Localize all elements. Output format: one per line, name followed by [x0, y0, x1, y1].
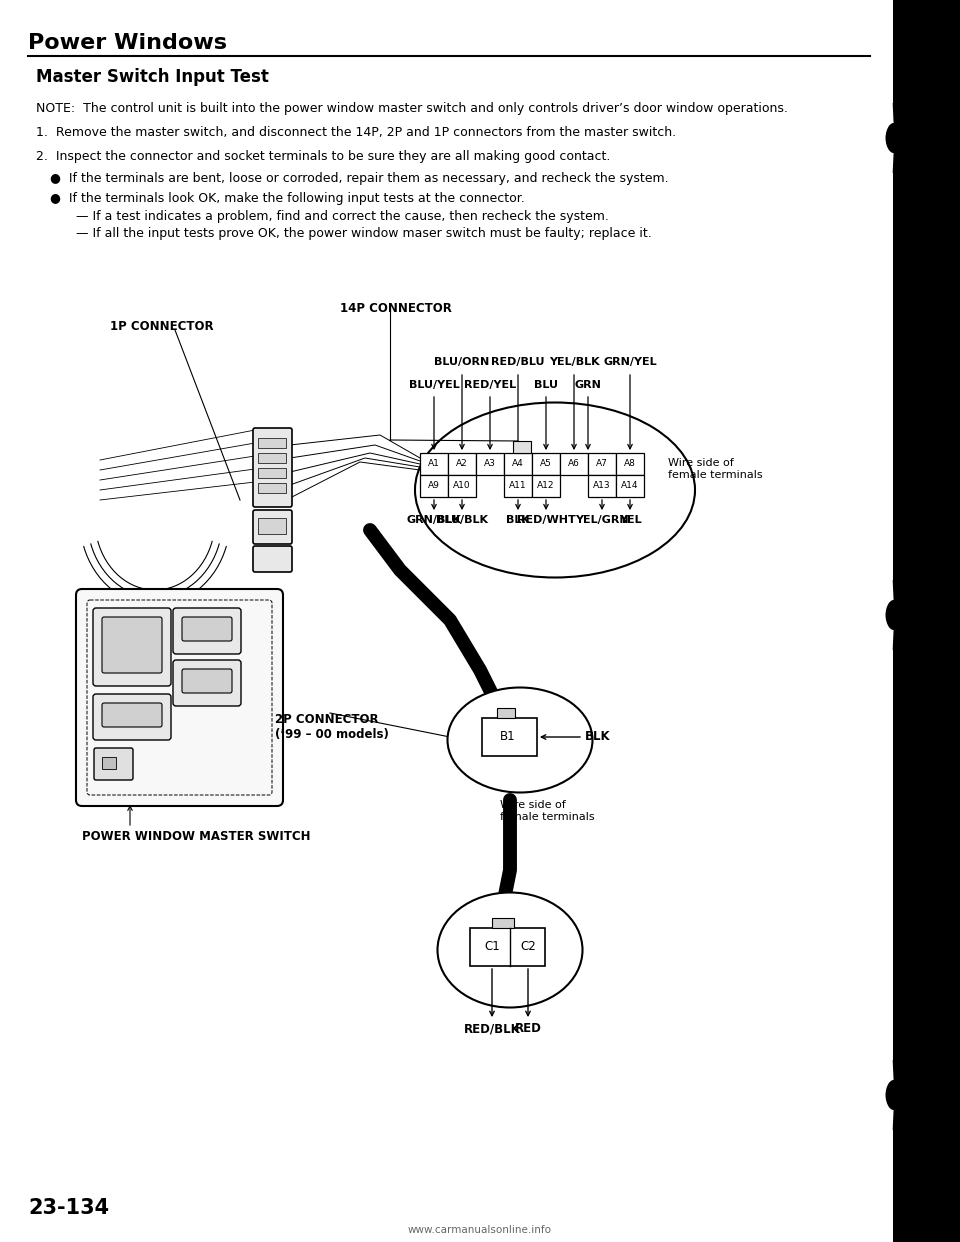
Bar: [258, 483, 286, 493]
Bar: [102, 758, 116, 769]
FancyBboxPatch shape: [253, 546, 292, 573]
Bar: [492, 918, 514, 928]
FancyBboxPatch shape: [102, 617, 162, 673]
Text: RED/WHT: RED/WHT: [516, 515, 575, 525]
FancyBboxPatch shape: [173, 609, 241, 655]
Bar: [560, 453, 588, 474]
Text: Power Windows: Power Windows: [28, 34, 227, 53]
Text: A10: A10: [453, 482, 470, 491]
Bar: [893, 0, 960, 1242]
Text: ●  If the terminals are bent, loose or corroded, repair them as necessary, and r: ● If the terminals are bent, loose or co…: [50, 171, 668, 185]
Bar: [482, 718, 537, 756]
Text: POWER WINDOW MASTER SWITCH: POWER WINDOW MASTER SWITCH: [82, 830, 310, 843]
FancyBboxPatch shape: [93, 694, 171, 740]
Text: — If a test indicates a problem, find and correct the cause, then recheck the sy: — If a test indicates a problem, find an…: [60, 210, 609, 224]
Text: 1.  Remove the master switch, and disconnect the 14P, 2P and 1P connectors from : 1. Remove the master switch, and disconn…: [36, 125, 676, 139]
Text: A14: A14: [621, 482, 638, 491]
Text: GRN/YEL: GRN/YEL: [603, 356, 657, 366]
Ellipse shape: [862, 580, 918, 650]
Bar: [588, 453, 616, 474]
Ellipse shape: [447, 688, 592, 792]
Bar: [532, 453, 560, 474]
Bar: [448, 474, 476, 497]
Text: BLK: BLK: [506, 515, 530, 525]
Bar: [258, 438, 286, 448]
Text: Master Switch Input Test: Master Switch Input Test: [36, 68, 269, 86]
Bar: [504, 474, 532, 497]
Text: A4: A4: [512, 460, 524, 468]
Text: A9: A9: [428, 482, 440, 491]
Text: A1: A1: [428, 460, 440, 468]
Text: A13: A13: [593, 482, 611, 491]
Bar: [420, 453, 448, 474]
Text: ●  If the terminals look OK, make the following input tests at the connector.: ● If the terminals look OK, make the fol…: [50, 193, 525, 205]
Bar: [588, 474, 616, 497]
FancyBboxPatch shape: [182, 669, 232, 693]
FancyBboxPatch shape: [253, 510, 292, 544]
Bar: [470, 928, 545, 966]
Text: Wire side of
female terminals: Wire side of female terminals: [500, 800, 594, 822]
Text: C1: C1: [484, 940, 500, 954]
Bar: [616, 474, 644, 497]
Ellipse shape: [862, 103, 918, 173]
Bar: [476, 453, 504, 474]
Text: 2.  Inspect the connector and socket terminals to be sure they are all making go: 2. Inspect the connector and socket term…: [36, 150, 611, 163]
Text: A3: A3: [484, 460, 496, 468]
Text: A2: A2: [456, 460, 468, 468]
Text: BLK: BLK: [585, 730, 611, 744]
Text: NOTE:  The control unit is built into the power window master switch and only co: NOTE: The control unit is built into the…: [36, 102, 788, 116]
FancyBboxPatch shape: [102, 703, 162, 727]
Text: GRN: GRN: [575, 380, 601, 390]
Text: BLU/ORN: BLU/ORN: [434, 356, 490, 366]
Text: B1: B1: [500, 730, 516, 744]
FancyBboxPatch shape: [94, 748, 133, 780]
Text: Wire side of
female terminals: Wire side of female terminals: [668, 458, 762, 479]
Text: A12: A12: [538, 482, 555, 491]
FancyBboxPatch shape: [76, 589, 283, 806]
FancyBboxPatch shape: [182, 617, 232, 641]
Text: A7: A7: [596, 460, 608, 468]
Bar: [513, 441, 531, 453]
Text: 1P CONNECTOR: 1P CONNECTOR: [110, 320, 214, 333]
Bar: [497, 708, 515, 718]
Bar: [504, 453, 532, 474]
Text: BLU: BLU: [534, 380, 558, 390]
Bar: [616, 453, 644, 474]
Bar: [258, 453, 286, 463]
Text: 2P CONNECTOR
(’99 – 00 models): 2P CONNECTOR (’99 – 00 models): [275, 713, 389, 741]
Text: C2: C2: [520, 940, 536, 954]
Bar: [258, 518, 286, 534]
Text: A5: A5: [540, 460, 552, 468]
Text: RED/YEL: RED/YEL: [464, 380, 516, 390]
Text: RED: RED: [515, 1022, 541, 1035]
Bar: [420, 474, 448, 497]
Text: A11: A11: [509, 482, 527, 491]
Text: A6: A6: [568, 460, 580, 468]
Text: BLU/YEL: BLU/YEL: [409, 380, 460, 390]
FancyBboxPatch shape: [253, 428, 292, 507]
Ellipse shape: [438, 893, 583, 1007]
Text: 14P CONNECTOR: 14P CONNECTOR: [340, 302, 452, 315]
Text: www.carmanualsonline.info: www.carmanualsonline.info: [408, 1225, 552, 1235]
Text: BLU/BLK: BLU/BLK: [436, 515, 488, 525]
Bar: [258, 468, 286, 478]
Text: A8: A8: [624, 460, 636, 468]
FancyBboxPatch shape: [173, 660, 241, 705]
Text: YEL: YEL: [618, 515, 641, 525]
Text: GRN/BLK: GRN/BLK: [407, 515, 462, 525]
Text: RED/BLK: RED/BLK: [464, 1022, 520, 1035]
FancyBboxPatch shape: [93, 609, 171, 686]
Text: 23-134: 23-134: [28, 1199, 109, 1218]
Ellipse shape: [862, 1059, 918, 1130]
Text: — If all the input tests prove OK, the power window maser switch must be faulty;: — If all the input tests prove OK, the p…: [60, 227, 652, 240]
Text: YEL/GRN: YEL/GRN: [575, 515, 629, 525]
Bar: [532, 474, 560, 497]
Text: YEL/BLK: YEL/BLK: [549, 356, 599, 366]
Bar: [448, 453, 476, 474]
Text: RED/BLU: RED/BLU: [492, 356, 544, 366]
